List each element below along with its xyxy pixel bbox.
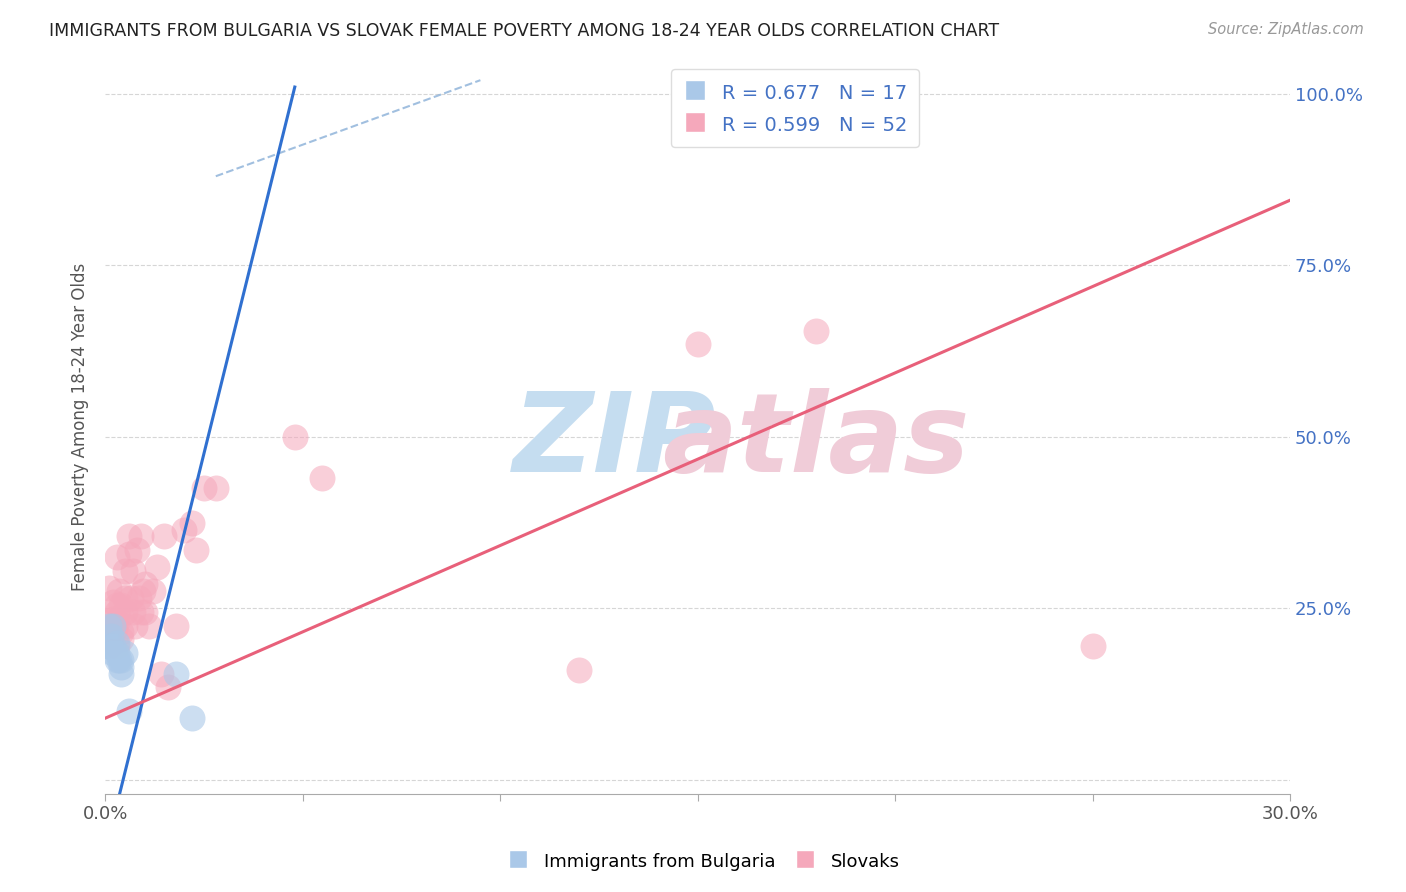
Point <box>101 639 124 653</box>
Point <box>142 584 165 599</box>
Point <box>181 516 204 530</box>
Point <box>105 598 128 612</box>
Point <box>118 529 141 543</box>
Point <box>110 625 132 640</box>
Text: atlas: atlas <box>662 388 970 495</box>
Point <box>118 704 141 718</box>
Point <box>165 618 187 632</box>
Point <box>98 581 121 595</box>
Point <box>132 584 155 599</box>
Point <box>1081 639 1104 653</box>
Point <box>165 666 187 681</box>
Text: Source: ZipAtlas.com: Source: ZipAtlas.com <box>1208 22 1364 37</box>
Point <box>110 666 132 681</box>
Point <box>101 612 124 626</box>
Point <box>184 543 207 558</box>
Point <box>104 622 127 636</box>
Point <box>120 591 142 606</box>
Point <box>105 549 128 564</box>
Point <box>110 653 132 667</box>
Point <box>101 618 124 632</box>
Point <box>105 615 128 629</box>
Point <box>98 639 121 653</box>
Point <box>98 639 121 653</box>
Point <box>125 543 148 558</box>
Point <box>138 618 160 632</box>
Point <box>804 324 827 338</box>
Point <box>110 632 132 647</box>
Point <box>157 681 180 695</box>
Point <box>108 653 131 667</box>
Point <box>114 591 136 606</box>
Point <box>153 529 176 543</box>
Point <box>134 605 156 619</box>
Point <box>118 547 141 561</box>
Point <box>173 523 195 537</box>
Legend: Immigrants from Bulgaria, Slovaks: Immigrants from Bulgaria, Slovaks <box>499 844 907 879</box>
Point <box>110 598 132 612</box>
Point <box>129 605 152 619</box>
Point <box>311 471 333 485</box>
Point <box>181 711 204 725</box>
Point <box>108 584 131 599</box>
Point <box>114 564 136 578</box>
Point <box>105 639 128 653</box>
Point <box>110 659 132 673</box>
Point <box>105 646 128 660</box>
Point <box>121 564 143 578</box>
Point <box>149 666 172 681</box>
Point <box>114 605 136 619</box>
Point <box>284 430 307 444</box>
Legend: R = 0.677   N = 17, R = 0.599   N = 52: R = 0.677 N = 17, R = 0.599 N = 52 <box>671 70 920 147</box>
Y-axis label: Female Poverty Among 18-24 Year Olds: Female Poverty Among 18-24 Year Olds <box>72 262 89 591</box>
Point <box>193 482 215 496</box>
Text: IMMIGRANTS FROM BULGARIA VS SLOVAK FEMALE POVERTY AMONG 18-24 YEAR OLDS CORRELAT: IMMIGRANTS FROM BULGARIA VS SLOVAK FEMAL… <box>49 22 1000 40</box>
Point <box>129 529 152 543</box>
Point <box>101 646 124 660</box>
Point <box>101 618 124 632</box>
Point <box>98 615 121 629</box>
Point <box>98 618 121 632</box>
Point <box>568 663 591 677</box>
Point <box>204 482 226 496</box>
Point <box>114 646 136 660</box>
Point <box>101 594 124 608</box>
Point <box>686 337 709 351</box>
Point <box>124 618 146 632</box>
Point <box>98 625 121 640</box>
Point <box>100 629 122 643</box>
Point <box>145 560 167 574</box>
Point <box>121 605 143 619</box>
Point <box>105 605 128 619</box>
Point <box>134 577 156 591</box>
Point <box>105 636 128 650</box>
Point <box>114 618 136 632</box>
Point <box>128 591 150 606</box>
Text: ZIP: ZIP <box>513 388 717 495</box>
Point <box>105 653 128 667</box>
